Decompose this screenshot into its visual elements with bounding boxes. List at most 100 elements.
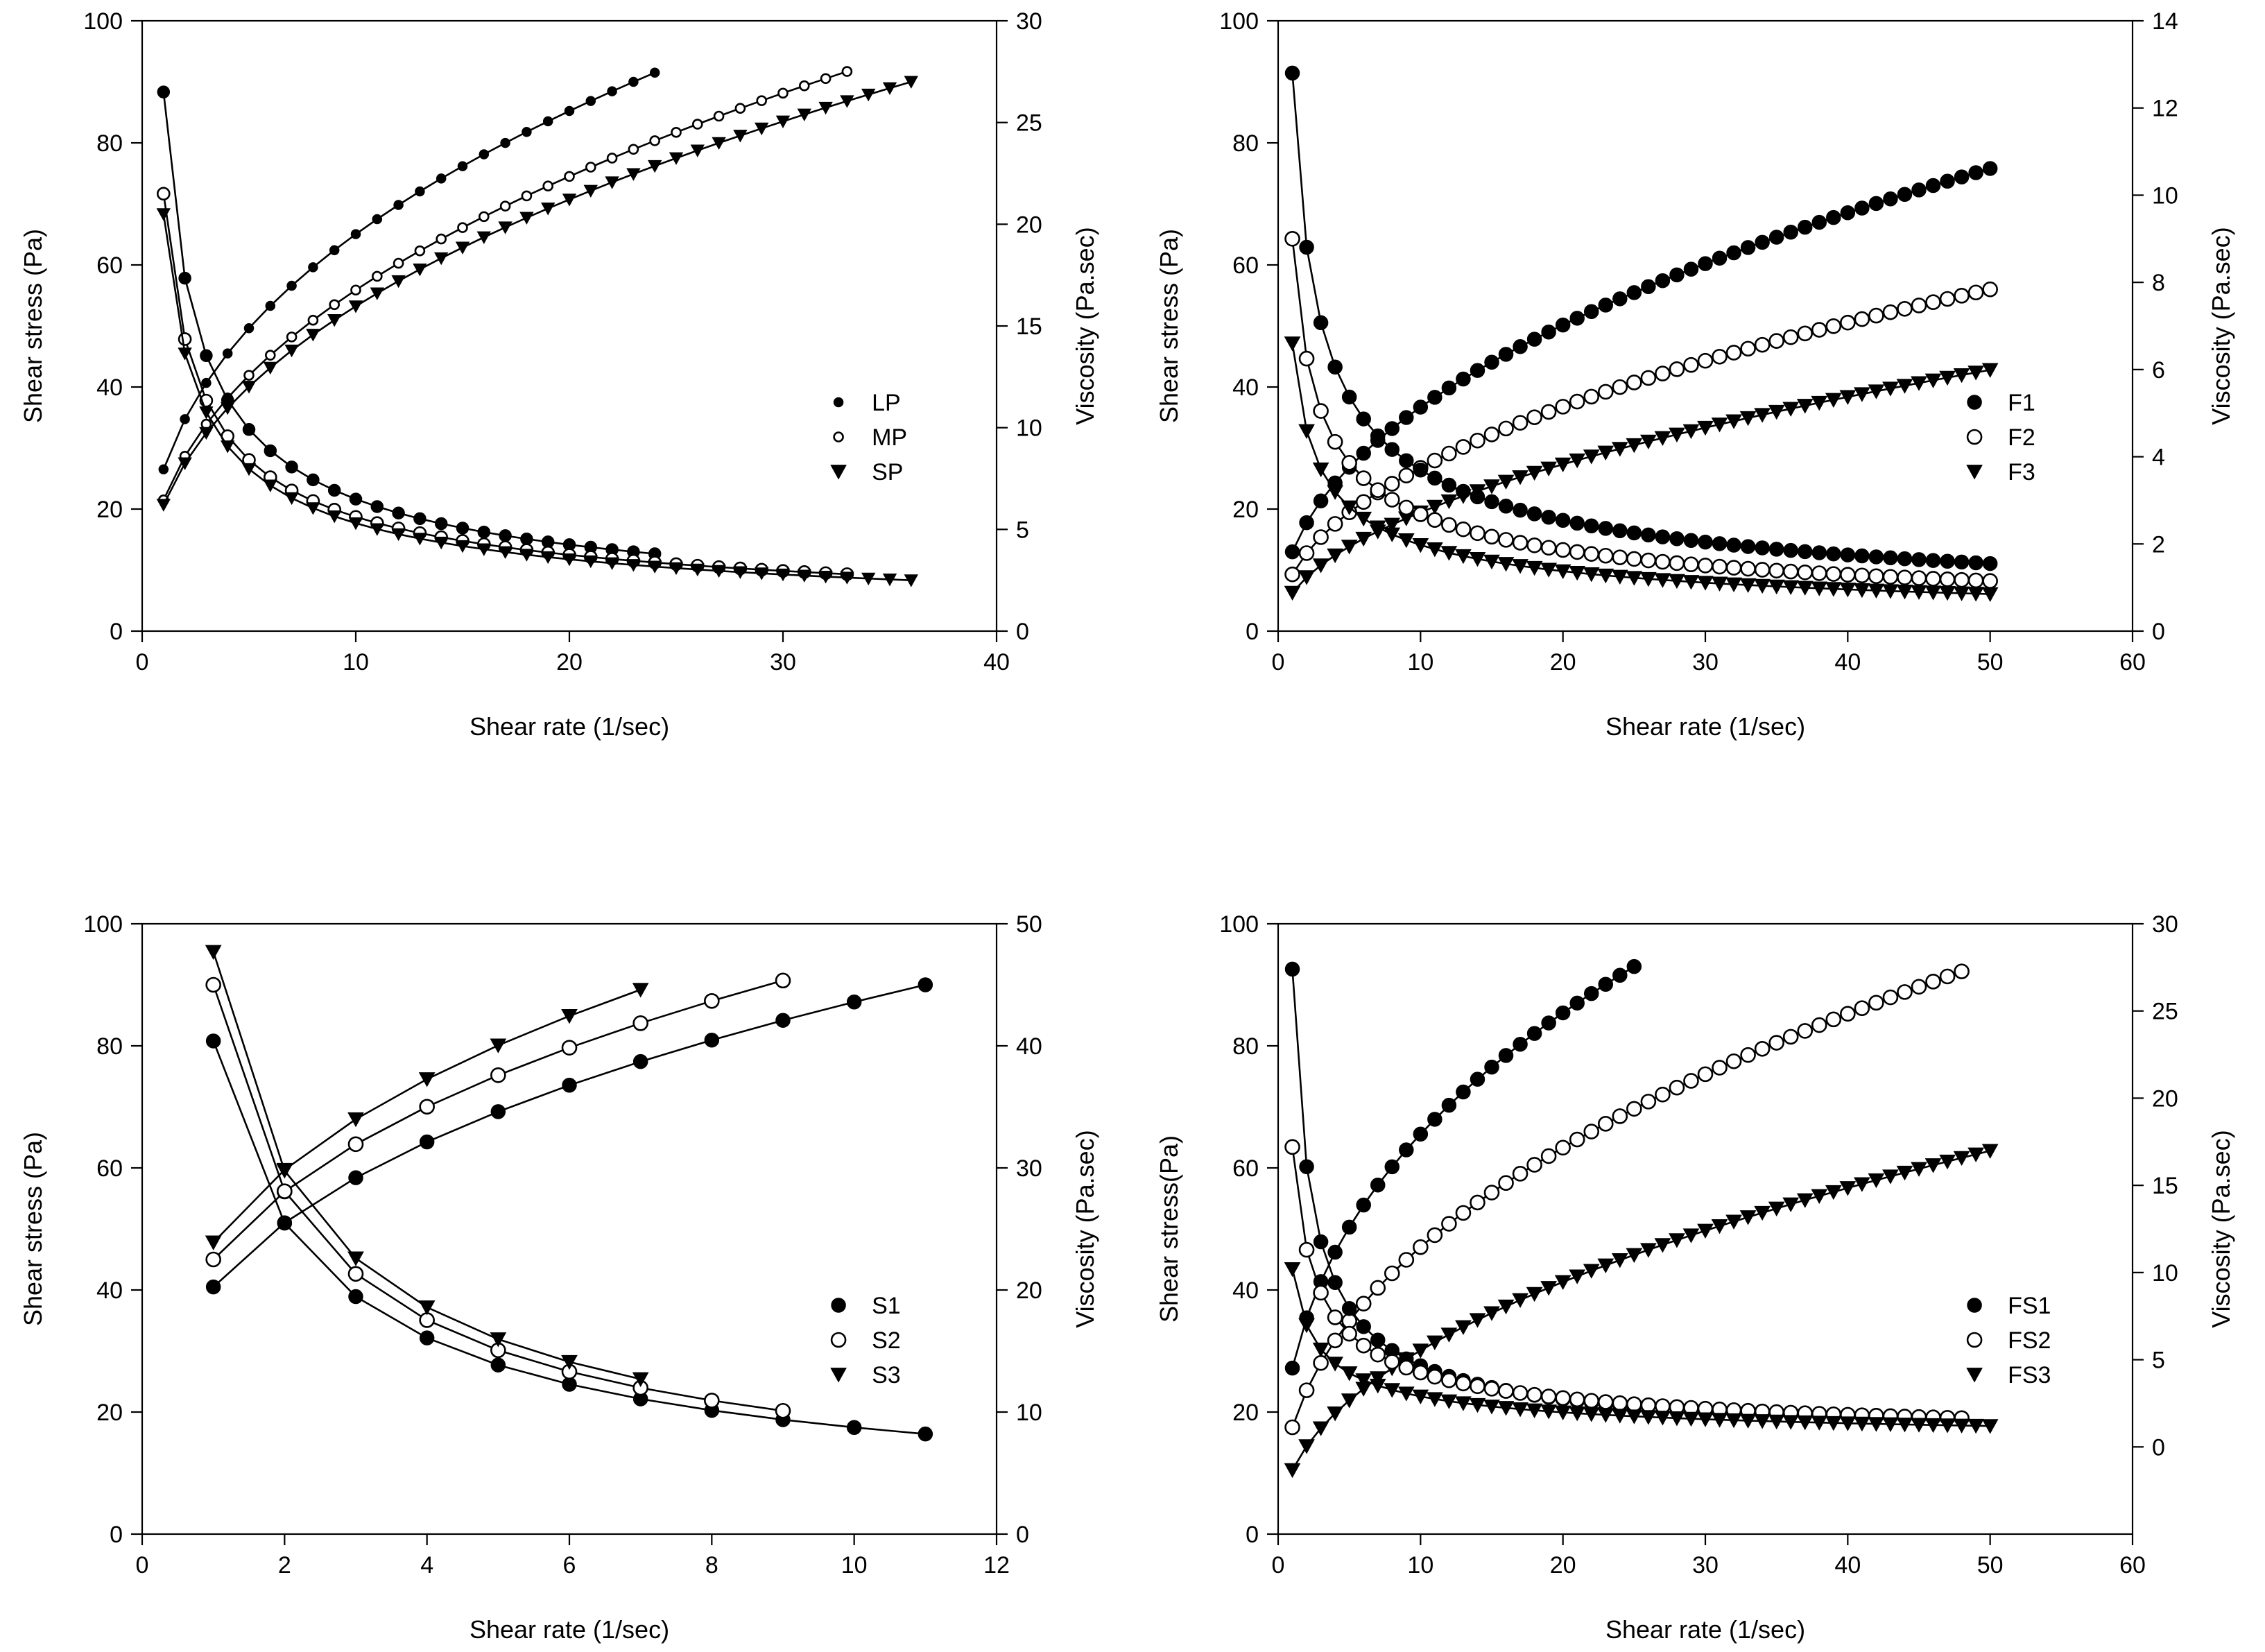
series-F3-point [1796, 399, 1814, 414]
series-FS3-point [1782, 1415, 1800, 1430]
series-FS1-point [1441, 1097, 1457, 1113]
series-F1-point [1299, 515, 1314, 531]
series-S1-point [846, 1420, 862, 1435]
series-LP-point [522, 126, 532, 137]
series-FS2-point [1284, 1139, 1300, 1155]
series-F2-point [1441, 445, 1457, 462]
series-F2-point [1768, 562, 1784, 579]
series-F3-point [1440, 546, 1458, 561]
series-F3-point [1911, 376, 1927, 391]
series-FS3-point [1483, 1400, 1500, 1415]
series-FS3-point [1697, 1223, 1714, 1239]
series-FS1-shear-stress [1284, 958, 1642, 1376]
series-F2-point [1427, 452, 1443, 469]
series-SP-point [327, 510, 342, 524]
series-F2-point [1897, 569, 1913, 585]
legend-label-F3: F3 [2008, 459, 2035, 485]
legend-label-S1: S1 [872, 1293, 901, 1319]
series-FS2-point [1441, 1216, 1457, 1232]
series-MP-point [606, 153, 618, 164]
series-F1-point [1897, 551, 1913, 567]
series-F3-point [1711, 418, 1728, 433]
series-SP-point [284, 492, 299, 506]
series-FS1-point [1569, 995, 1585, 1011]
series-SP-point [690, 563, 705, 577]
y2-tick-label: 10 [2152, 182, 2178, 209]
series-FS1-point [1327, 1244, 1343, 1260]
y2-tick-label: 30 [1016, 1155, 1042, 1182]
series-F2-point [1712, 348, 1728, 365]
series-S3-point [632, 1372, 649, 1387]
series-LP-point [542, 116, 553, 127]
series-F2-point [1498, 532, 1514, 548]
series-SP-point [391, 275, 406, 289]
series-FS2-point [1512, 1166, 1528, 1182]
series-SP-point [221, 440, 235, 454]
series-LP-point [201, 377, 212, 388]
series-S3-point [561, 1354, 578, 1370]
series-FS2-point [1868, 995, 1884, 1011]
series-F1-viscosity [1284, 65, 1998, 571]
series-F1-point [1854, 548, 1870, 564]
series-S2-point [347, 1266, 364, 1282]
series-S2-point [704, 992, 720, 1009]
series-LP-point [349, 492, 363, 506]
series-F1-point [1299, 239, 1314, 255]
series-LP-point [221, 393, 234, 407]
series-SP-point [455, 540, 470, 553]
series-F1-point [1583, 304, 1599, 320]
series-F1-point [1826, 546, 1841, 562]
y-tick-label: 100 [1219, 8, 1259, 35]
series-F1-point [1683, 261, 1699, 277]
series-S1-point [918, 977, 933, 992]
series-MP-point [414, 245, 426, 257]
series-F3-point [1483, 554, 1500, 570]
series-FS1-point [1284, 961, 1300, 977]
series-F2-point [1669, 555, 1685, 571]
series-LP-point [500, 137, 510, 148]
series-F2-point [1825, 566, 1842, 582]
series-FS2-point [1526, 1386, 1542, 1403]
series-MP-point [307, 314, 319, 326]
series-FS2-point [1427, 1227, 1443, 1244]
series-FS1-point [1356, 1319, 1371, 1334]
series-FS2-point [1455, 1205, 1472, 1221]
series-SP-point [178, 457, 192, 470]
series-F2-point [1697, 558, 1714, 574]
series-F3-point [1711, 576, 1728, 592]
series-FS2-point [1583, 1124, 1600, 1139]
y2-tick-label: 12 [2152, 96, 2178, 122]
series-LP-point [178, 271, 191, 285]
series-FS3-point [1811, 1189, 1828, 1205]
series-FS3-point [1611, 1409, 1628, 1424]
legend-FS2-point [1966, 1332, 1983, 1348]
series-F1-point [1327, 359, 1343, 375]
series-F3-point [1654, 431, 1671, 446]
series-F3-point [1298, 424, 1315, 439]
series-F1-point [1940, 553, 1955, 569]
y-tick-label: 100 [83, 8, 123, 35]
y-tick-label: 40 [1232, 375, 1259, 401]
series-FS2-point [1441, 1372, 1457, 1388]
legend: LP MP SP [830, 390, 907, 485]
x-tick-label: 6 [563, 1552, 576, 1578]
series-F2-point [1725, 345, 1742, 361]
series-FS1-point [1526, 1026, 1542, 1041]
series-F2-point [1413, 506, 1429, 522]
series-FS2-point [1569, 1131, 1585, 1148]
series-F1-point [1968, 165, 1983, 180]
series-FS1-point [1513, 1036, 1528, 1052]
series-FS2-point [1455, 1375, 1472, 1392]
series-F1-point [1768, 230, 1784, 245]
y2-axis-label: Viscosity (Pa.sec) [1071, 227, 1099, 424]
x-tick-label: 60 [2119, 1552, 2146, 1578]
series-F2-point [1583, 388, 1600, 405]
series-FS2-point [1640, 1094, 1657, 1110]
y2-axis-label: Viscosity (Pa.sec) [1071, 1130, 1099, 1327]
series-F1-point [1470, 363, 1485, 378]
x-tick-label: 0 [1272, 1552, 1285, 1578]
series-FS3-point [1725, 1214, 1742, 1230]
series-F2-point [1683, 556, 1699, 573]
series-F2-point [1313, 529, 1329, 545]
series-LP-point [436, 173, 447, 184]
